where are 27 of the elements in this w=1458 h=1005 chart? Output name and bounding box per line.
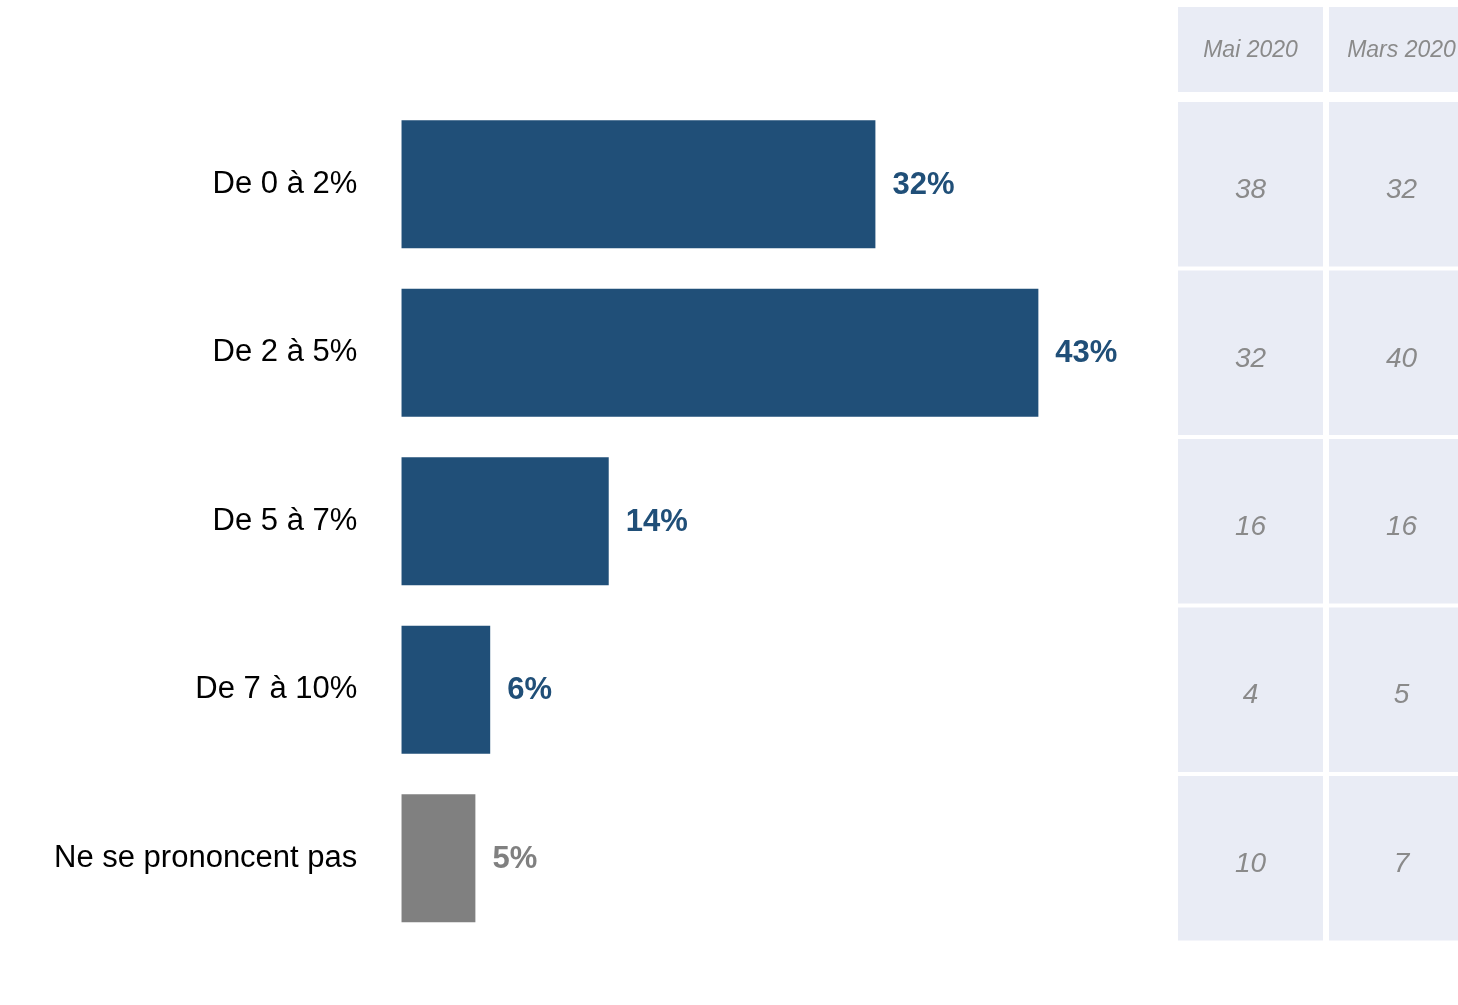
x-tick-label: Mai 2020 (1203, 36, 1299, 63)
data-label: 43% (1055, 334, 1118, 370)
y-tick-label: Ne se prononcent pas (54, 838, 358, 874)
data-label: 32 (1234, 341, 1267, 373)
y-tick-label: De 5 à 7% (212, 501, 358, 537)
data-label: 5% (492, 839, 538, 875)
x-tick-label: Mars 2020 (1347, 36, 1457, 63)
data-label: 5 (1393, 678, 1410, 710)
bar (401, 120, 876, 249)
bar (401, 288, 1039, 417)
data-label: 6% (507, 671, 553, 707)
bar (401, 625, 491, 754)
data-label: 40 (1385, 341, 1418, 373)
data-label: 10 (1234, 846, 1267, 878)
data-label: 38 (1234, 173, 1267, 205)
y-tick-label: De 7 à 10% (195, 670, 358, 706)
data-label: 14% (625, 502, 688, 538)
data-label: 4 (1242, 678, 1259, 710)
y-tick-label: De 2 à 5% (212, 333, 358, 369)
bar (401, 457, 609, 586)
data-label: 32 (1385, 173, 1418, 205)
data-label: 7 (1393, 846, 1411, 878)
data-label: 16 (1385, 510, 1418, 541)
y-tick-label: De 0 à 2% (212, 164, 358, 200)
bar (401, 794, 476, 923)
data-label: 32% (892, 165, 955, 201)
data-label: 16 (1234, 510, 1267, 541)
